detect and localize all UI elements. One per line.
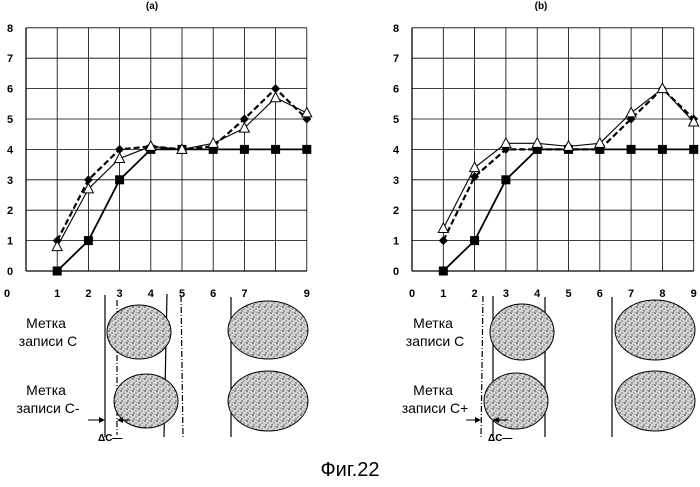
data-point-triangle [501, 138, 511, 148]
row2-label-line1: Метка [413, 382, 453, 398]
y-tick-label: 4 [7, 144, 14, 156]
y-tick-label: 0 [7, 266, 13, 278]
x-tick-label: 8 [659, 288, 665, 300]
y-tick-label: 6 [7, 84, 13, 96]
x-tick-label: 9 [691, 288, 697, 300]
recording-mark [484, 373, 548, 429]
row1-label-line1: Метка [26, 315, 66, 331]
panel-b-record-marks: Метка записи С Метка записи С+ ΔC— [402, 296, 695, 444]
y-tick-label: 1 [7, 236, 13, 248]
data-point-triangle [438, 223, 448, 233]
data-point-square [53, 267, 62, 276]
y-tick-label: 1 [393, 236, 399, 248]
row1-label-line1: Метка [413, 315, 453, 331]
data-point-square [271, 145, 280, 154]
x-tick-label: 2 [472, 288, 478, 300]
data-point-triangle [52, 241, 62, 251]
y-tick-label: 3 [7, 175, 13, 187]
y-tick-label: 3 [393, 175, 399, 187]
panel-b: (b) 0 1 2 3 4 5 6 7 8 0 1 2 3 4 5 6 7 8 9 Метка записи С М… [393, 1, 699, 444]
panel-a-record-marks: Метка записи С Метка записи С- ΔC— [16, 294, 308, 444]
panel-a-plot: 0 1 2 3 4 5 6 7 8 0 1 2 3 4 5 6 7 9 [4, 23, 312, 300]
x-tick-label: 4 [148, 288, 155, 300]
mark-boundary-line [181, 296, 183, 437]
x-tick-label: 6 [597, 288, 603, 300]
data-point-square [689, 145, 698, 154]
x-tick-label: 5 [179, 288, 185, 300]
data-point-square [115, 175, 124, 184]
recording-mark [228, 301, 308, 359]
y-tick-label: 8 [7, 23, 13, 35]
delta-label: ΔC— [488, 433, 512, 444]
recording-mark [107, 305, 171, 359]
x-tick-label: 3 [117, 288, 123, 300]
arrow-head [117, 417, 123, 423]
row2-label: Метка записи С- [16, 382, 79, 416]
delta-label: ΔC— [98, 433, 122, 444]
x-tick-label: 2 [85, 288, 91, 300]
panel-b-plot: 0 1 2 3 4 5 6 7 8 0 1 2 3 4 5 6 7 8 9 [393, 23, 699, 300]
row2-label-line1: Метка [26, 382, 66, 398]
x-tick-label: 0 [409, 288, 415, 300]
x-tick-label: 9 [304, 288, 310, 300]
panel-a-label: (a) [146, 1, 158, 12]
row2-label: Метка записи С+ [402, 382, 469, 416]
recording-mark [615, 300, 695, 360]
data-point-triangle [271, 92, 281, 102]
recording-mark [228, 371, 308, 431]
data-point-triangle [115, 153, 125, 163]
x-tick-label: 6 [210, 288, 216, 300]
data-point-triangle [302, 107, 312, 117]
data-point-square [658, 145, 667, 154]
row2-label-line2: записи С- [16, 400, 79, 416]
arrow-head [475, 417, 481, 423]
y-tick-label: 8 [393, 23, 399, 35]
row1-label-line2: записи С [19, 333, 77, 349]
data-point-triangle [626, 107, 636, 117]
figure-caption: Фиг.22 [320, 459, 379, 481]
data-point-triangle [532, 138, 542, 148]
data-point-diamond [439, 236, 448, 245]
y-tick-label: 0 [393, 266, 399, 278]
y-tick-label: 2 [7, 205, 13, 217]
x-tick-label: 1 [440, 288, 446, 300]
data-point-square [470, 236, 479, 245]
arrow-head [99, 417, 105, 423]
x-tick-label: 3 [503, 288, 509, 300]
y-tick-label: 7 [7, 53, 13, 65]
data-point-square [240, 145, 249, 154]
y-tick-label: 5 [393, 114, 399, 126]
y-tick-label: 7 [393, 53, 399, 65]
row2-label-line2: записи С+ [402, 400, 469, 416]
y-tick-label: 2 [393, 205, 399, 217]
mark-boundary-line [481, 296, 483, 437]
y-tick-label: 6 [393, 84, 399, 96]
data-point-square [627, 145, 636, 154]
recording-mark [615, 371, 695, 431]
data-point-square [84, 236, 93, 245]
row1-label-line2: записи С [406, 333, 464, 349]
data-point-square [302, 145, 311, 154]
recording-mark [490, 304, 554, 360]
x-tick-label: 1 [54, 288, 60, 300]
y-tick-label: 4 [393, 144, 400, 156]
row1-label: Метка записи С [19, 315, 77, 349]
x-tick-label: 7 [241, 288, 247, 300]
data-point-square [439, 267, 448, 276]
panel-b-label: (b) [535, 1, 548, 12]
panel-a: (a) 0 1 2 3 4 5 6 7 8 0 1 2 3 4 5 6 7 9 Метка записи С Ме… [4, 1, 312, 444]
x-tick-label: 0 [4, 288, 10, 300]
x-tick-label: 4 [534, 288, 541, 300]
data-point-triangle [470, 162, 480, 172]
x-tick-label: 5 [565, 288, 571, 300]
x-tick-label: 7 [628, 288, 634, 300]
data-point-square [501, 175, 510, 184]
y-tick-label: 5 [7, 114, 13, 126]
row1-label: Метка записи С [406, 315, 464, 349]
